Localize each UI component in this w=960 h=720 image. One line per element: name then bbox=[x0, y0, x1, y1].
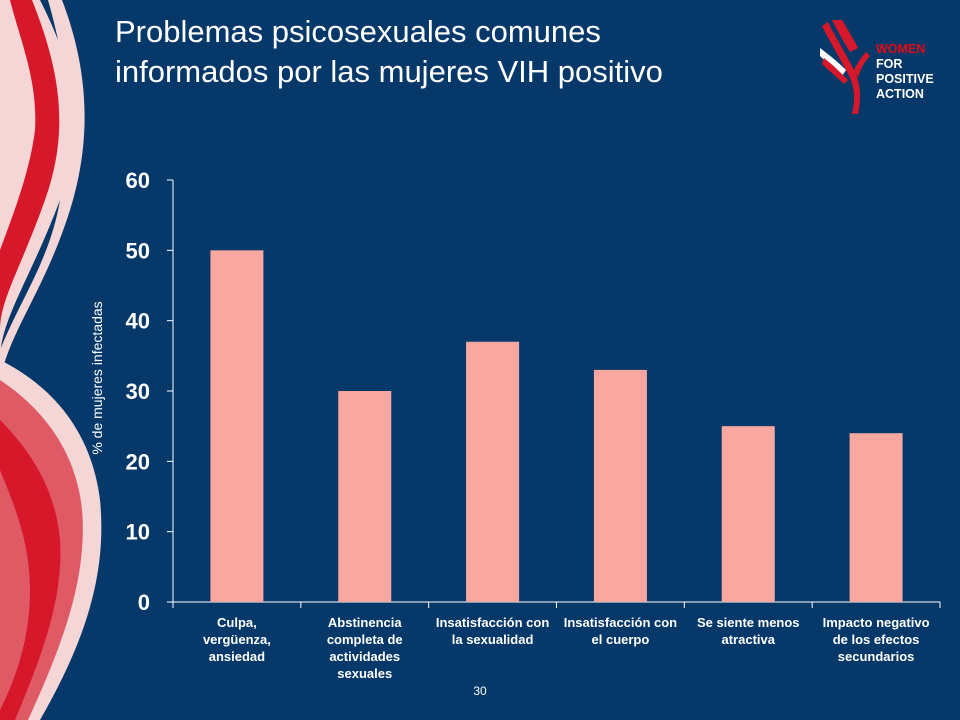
y-tick-label: 60 bbox=[126, 168, 150, 193]
x-category-label: Abstinencia completa de actividades sexuale… bbox=[327, 615, 403, 681]
x-category-label: Se siente menos atractiva bbox=[697, 615, 800, 647]
page-number: 30 bbox=[473, 684, 487, 698]
x-category-label: Impacto negativo de los efectos secundario… bbox=[823, 615, 930, 664]
x-category-label: Culpa, vergüenza, ansiedad bbox=[203, 615, 271, 664]
bar bbox=[721, 426, 775, 602]
bar bbox=[466, 341, 520, 602]
slide-title: Problemas psicosexuales comunes informad… bbox=[115, 12, 795, 92]
decorative-ribbon bbox=[0, 0, 102, 720]
y-tick-label: 10 bbox=[126, 520, 150, 545]
y-tick-label: 40 bbox=[126, 309, 150, 334]
title-line-1: Problemas psicosexuales comunes bbox=[115, 14, 601, 49]
logo-text: WOMEN FOR POSITIVE ACTION bbox=[876, 42, 934, 102]
brand-logo: WOMEN FOR POSITIVE ACTION bbox=[818, 18, 948, 118]
y-tick-label: 20 bbox=[126, 449, 150, 474]
bar bbox=[210, 250, 264, 603]
logo-line-4: ACTION bbox=[876, 87, 924, 101]
logo-line-2: FOR bbox=[876, 57, 903, 71]
bar bbox=[338, 391, 392, 602]
x-category-label: Insatisfacción con el cuerpo bbox=[564, 615, 677, 647]
ribbon-logo-icon bbox=[820, 20, 870, 114]
x-category-label: Insatisfacción con la sexualidad bbox=[436, 615, 549, 647]
logo-line-1: WOMEN bbox=[876, 42, 926, 56]
y-tick-label: 0 bbox=[138, 590, 150, 615]
y-axis-label: % de mujeres infectadas bbox=[89, 301, 105, 454]
bar bbox=[849, 433, 903, 602]
bar bbox=[593, 369, 647, 602]
y-tick-label: 50 bbox=[126, 238, 150, 263]
y-tick-label: 30 bbox=[126, 379, 150, 404]
logo-line-3: POSITIVE bbox=[876, 72, 934, 86]
title-line-2: informados por las mujeres VIH positivo bbox=[115, 54, 663, 89]
